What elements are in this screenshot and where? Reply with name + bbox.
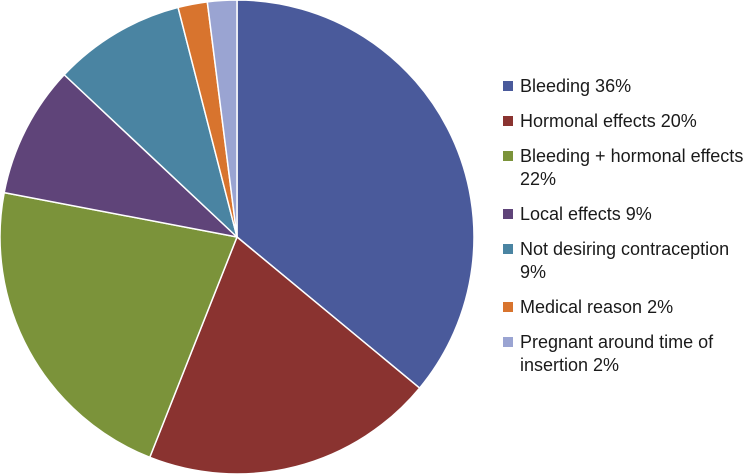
legend-swatch [503, 209, 513, 219]
legend-swatch [503, 81, 513, 91]
legend-swatch [503, 116, 513, 126]
pie-slice-0 [236, 0, 475, 389]
legend-item-4: Not desiring contraception 9% [503, 238, 750, 284]
legend-item-6: Pregnant around time of insertion 2% [503, 331, 750, 377]
legend: Bleeding 36% Hormonal effects 20% Bleeding… [503, 75, 750, 389]
legend-label: Pregnant around time of insertion 2% [520, 332, 714, 375]
legend-label: Bleeding 36% [520, 76, 632, 96]
pie-slice-6 [206, 0, 238, 238]
pie-slice-1 [149, 236, 421, 474]
legend-swatch [503, 337, 513, 347]
legend-label: Hormonal effects 20% [520, 111, 697, 131]
pie-slice-2 [0, 191, 238, 459]
pie-slice-3 [3, 74, 238, 238]
legend-item-1: Hormonal effects 20% [503, 110, 750, 133]
legend-swatch [503, 151, 513, 161]
legend-label: Not desiring contraception 9% [520, 239, 730, 282]
legend-label: Bleeding + hormonal effects 22% [520, 146, 744, 189]
legend-swatch [503, 302, 513, 312]
legend-label: Medical reason 2% [520, 297, 674, 317]
legend-item-3: Local effects 9% [503, 203, 750, 226]
legend-item-2: Bleeding + hormonal effects 22% [503, 145, 750, 191]
legend-label: Local effects 9% [520, 204, 652, 224]
legend-swatch [503, 244, 513, 254]
pie-plot [0, 0, 475, 474]
pie-slice-4 [63, 6, 238, 238]
legend-item-0: Bleeding 36% [503, 75, 750, 98]
legend-item-5: Medical reason 2% [503, 296, 750, 319]
